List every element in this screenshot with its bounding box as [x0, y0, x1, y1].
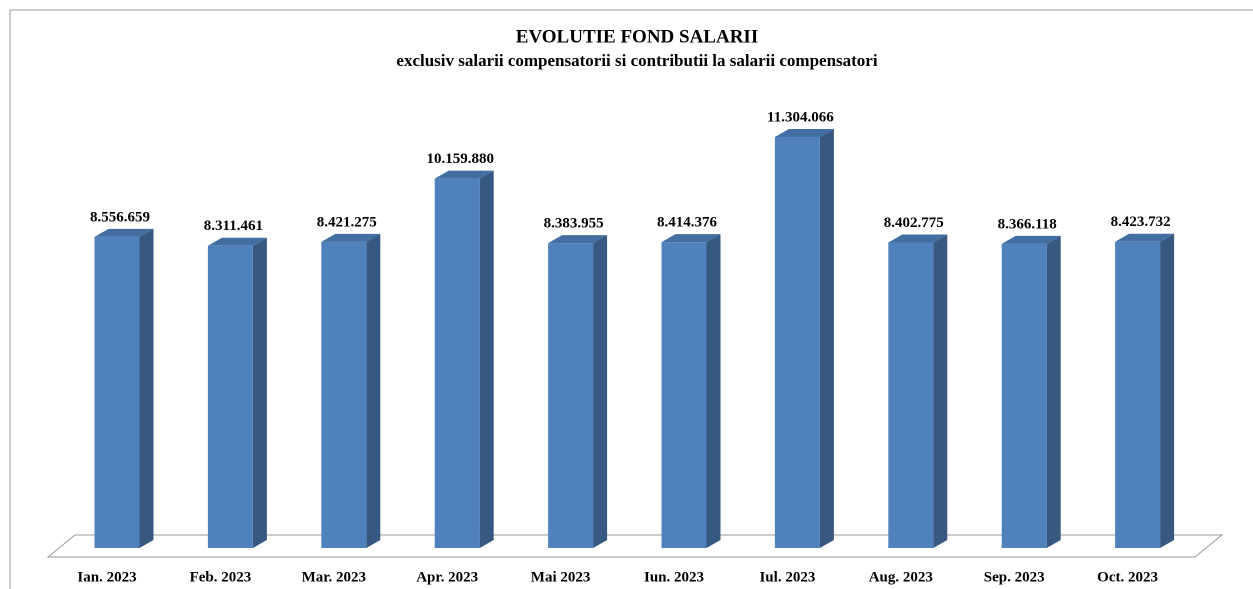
- x-tick-label: Mar. 2023: [302, 569, 366, 585]
- value-label: 8.402.775: [884, 215, 944, 231]
- bar-front: [94, 236, 140, 548]
- chart-subtitle: exclusiv salarii compensatorii si contri…: [396, 51, 877, 70]
- bar-front: [548, 243, 594, 548]
- bar: [661, 234, 721, 549]
- bar-front: [1115, 241, 1161, 548]
- bar-side: [479, 170, 494, 548]
- bar-side: [252, 237, 267, 548]
- x-tick-label: Iul. 2023: [759, 569, 815, 585]
- bar-front: [774, 137, 820, 548]
- bar: [434, 170, 494, 548]
- value-label: 8.383.955: [544, 216, 604, 232]
- x-tick-label: Sep. 2023: [984, 569, 1045, 585]
- value-label: 8.556.659: [90, 209, 150, 225]
- frame: [9, 9, 1253, 589]
- value-label: 8.423.732: [1111, 214, 1171, 230]
- bar-top: [94, 228, 154, 237]
- value-label: 10.159.880: [426, 151, 494, 167]
- bar-top: [434, 170, 494, 179]
- bar-front: [888, 242, 934, 548]
- x-tick-label: Ian. 2023: [77, 569, 136, 585]
- bar: [548, 235, 608, 548]
- bar-side: [139, 228, 154, 548]
- bar-top: [321, 233, 381, 242]
- bar-front: [661, 242, 707, 549]
- bar-side: [593, 235, 608, 548]
- bar: [774, 129, 834, 548]
- x-tick-label: Aug. 2023: [869, 569, 933, 585]
- bar-front: [207, 245, 253, 548]
- value-label: 11.304.066: [767, 109, 834, 125]
- x-tick-label: Iun. 2023: [644, 569, 704, 585]
- x-tick-label: Apr. 2023: [416, 569, 478, 585]
- x-tick-label: Mai 2023: [531, 569, 591, 585]
- value-label: 8.366.118: [998, 216, 1057, 232]
- bar-side: [933, 234, 948, 548]
- x-tick-label: Feb. 2023: [190, 569, 252, 585]
- bar-top: [548, 235, 608, 244]
- bar: [207, 237, 267, 548]
- bar: [94, 228, 154, 548]
- bar-side: [819, 129, 834, 548]
- bar-front: [321, 241, 367, 548]
- bar-front: [1001, 243, 1047, 548]
- bar-top: [774, 129, 834, 137]
- bar-top: [888, 234, 948, 243]
- bar: [321, 233, 381, 548]
- bar-front: [434, 178, 480, 548]
- chart-title: EVOLUTIE FOND SALARII: [516, 26, 758, 47]
- value-label: 8.421.275: [317, 214, 377, 230]
- bar-side: [1046, 235, 1061, 548]
- bar: [1001, 235, 1061, 548]
- x-tick-label: Oct. 2023: [1097, 569, 1158, 585]
- value-label: 8.414.376: [657, 215, 718, 231]
- bar-top: [661, 234, 721, 243]
- value-label: 8.311.461: [204, 218, 263, 234]
- bar-top: [207, 237, 267, 246]
- bar-side: [706, 234, 721, 549]
- bar-side: [1160, 233, 1175, 548]
- bar-side: [366, 233, 381, 548]
- bar-top: [1001, 235, 1061, 244]
- bar-top: [1115, 233, 1175, 242]
- bar: [1115, 233, 1175, 548]
- bar: [888, 234, 948, 548]
